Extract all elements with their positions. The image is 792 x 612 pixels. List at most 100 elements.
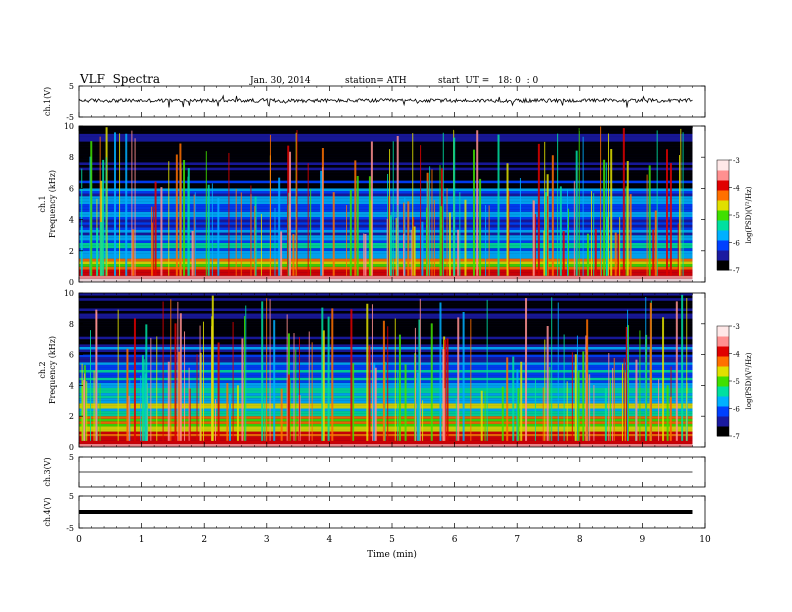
spectrogram-band bbox=[79, 128, 693, 132]
y-tick-label: 5 bbox=[69, 453, 74, 462]
y-axis-label: Frequency (kHz) bbox=[48, 170, 57, 238]
spectrogram-band bbox=[79, 275, 693, 279]
spectrogram-band bbox=[79, 372, 693, 376]
y-axis-label: ch.3(V) bbox=[43, 457, 52, 486]
spectrogram-band bbox=[79, 243, 693, 246]
y-axis-label: ch.2 bbox=[38, 361, 47, 378]
colorbar-segment bbox=[717, 386, 729, 397]
spectrogram-band bbox=[79, 429, 693, 432]
x-tick-label: 7 bbox=[514, 535, 520, 545]
waveform-trace bbox=[78, 94, 693, 108]
spectrogram-band bbox=[79, 359, 693, 363]
spectrogram-band bbox=[79, 170, 693, 173]
spectrogram-band bbox=[79, 131, 693, 134]
colorbar-segment bbox=[717, 336, 729, 347]
spectrogram-band bbox=[79, 382, 693, 386]
colorbar-segment bbox=[717, 406, 729, 417]
colorbar-segment bbox=[717, 220, 729, 231]
spectrogram-band bbox=[79, 313, 693, 317]
spectrogram-band bbox=[79, 349, 693, 353]
x-tick-label: 4 bbox=[327, 535, 333, 545]
spectrogram-band bbox=[79, 303, 693, 306]
spectrogram-1 bbox=[79, 126, 693, 282]
spectrogram-band bbox=[79, 193, 693, 197]
colorbar-label: log(PSD)(V²/Hz) bbox=[745, 186, 753, 243]
y-tick-label: 6 bbox=[69, 184, 74, 193]
colorbar-segment bbox=[717, 200, 729, 211]
spectrogram-band bbox=[79, 245, 693, 249]
spectrogram-band bbox=[79, 144, 693, 147]
spectrogram-band bbox=[79, 440, 693, 444]
spectrogram-band bbox=[79, 300, 693, 304]
x-axis-label: Time (min) bbox=[367, 549, 417, 560]
spectrogram-band bbox=[79, 198, 693, 202]
spectrogram-band bbox=[79, 175, 693, 178]
colorbar-tick-label: -6 bbox=[733, 406, 740, 414]
spectrogram-band bbox=[79, 185, 693, 189]
spectrogram-band bbox=[79, 433, 693, 437]
x-tick-label: 8 bbox=[577, 535, 583, 545]
spectrogram-band bbox=[79, 377, 693, 381]
colorbar-tick-label: -7 bbox=[733, 267, 740, 275]
colorbar-segment bbox=[717, 160, 729, 171]
x-tick-label: 6 bbox=[452, 535, 458, 545]
colorbar-segment bbox=[717, 396, 729, 407]
colorbar-tick-label: -6 bbox=[733, 240, 740, 248]
spectrogram-band bbox=[79, 380, 693, 383]
spectrogram-band bbox=[79, 141, 693, 145]
colorbar-segment bbox=[717, 356, 729, 367]
spectrogram-band bbox=[79, 387, 693, 391]
spectrogram-band bbox=[79, 395, 693, 399]
y-tick-label: 0 bbox=[69, 278, 74, 287]
colorbar-tick-label: -4 bbox=[733, 351, 740, 359]
spectrogram-band bbox=[79, 436, 693, 439]
spectrogram-band bbox=[79, 224, 693, 228]
spectrogram-band bbox=[79, 188, 693, 191]
colorbar-segment bbox=[717, 210, 729, 221]
spectrogram-band bbox=[79, 152, 693, 155]
spectrogram-band bbox=[79, 364, 693, 368]
spectrogram-band bbox=[79, 443, 693, 447]
spectrogram-band bbox=[79, 201, 693, 204]
y-tick-label: 8 bbox=[69, 320, 74, 329]
spectrogram-band bbox=[79, 370, 693, 373]
spectrogram-band bbox=[79, 149, 693, 152]
colorbar-tick-label: -7 bbox=[733, 433, 740, 441]
spectrogram-band bbox=[79, 403, 693, 406]
spectrogram-band bbox=[79, 219, 693, 223]
colorbar-label: log(PSD)(V²/Hz) bbox=[745, 352, 753, 409]
y-tick-label: 5 bbox=[69, 492, 74, 501]
spectrogram-band bbox=[79, 310, 693, 314]
y-tick-label: 4 bbox=[69, 381, 74, 390]
y-axis-label: ch.1 bbox=[38, 195, 47, 212]
spectrogram-band bbox=[79, 157, 693, 160]
spectrogram-band bbox=[79, 293, 693, 296]
y-axis-label: ch.4(V) bbox=[43, 497, 52, 526]
y-tick-label: 4 bbox=[69, 216, 74, 225]
spectrogram-band bbox=[79, 326, 693, 329]
spectrogram-band bbox=[79, 431, 693, 434]
colorbar-segment bbox=[717, 366, 729, 377]
spectrogram-band bbox=[79, 214, 693, 217]
spectrogram-band bbox=[79, 298, 693, 301]
y-axis-label: ch.1(V) bbox=[43, 87, 52, 116]
spectrogram-band bbox=[79, 405, 693, 409]
colorbar-tick-label: -3 bbox=[733, 157, 740, 165]
spectrogram-band bbox=[79, 154, 693, 158]
spectrogram-band bbox=[79, 413, 693, 417]
spectrogram-band bbox=[79, 248, 693, 251]
spectrogram-band bbox=[79, 334, 693, 337]
spectrogram-band bbox=[79, 390, 693, 394]
spectrogram-band bbox=[79, 196, 693, 199]
spectrogram-band bbox=[79, 393, 693, 396]
spectrogram-band bbox=[79, 159, 693, 163]
spectrogram-band bbox=[79, 258, 693, 262]
figure-station: station= ATH bbox=[345, 76, 407, 86]
spectrogram-band bbox=[79, 136, 693, 139]
y-tick-label: 10 bbox=[64, 289, 74, 298]
spectrogram-band bbox=[79, 400, 693, 404]
x-tick-label: 9 bbox=[640, 535, 646, 545]
y-tick-label: 2 bbox=[69, 412, 74, 421]
figure-title: VLF Spectra bbox=[80, 72, 161, 86]
